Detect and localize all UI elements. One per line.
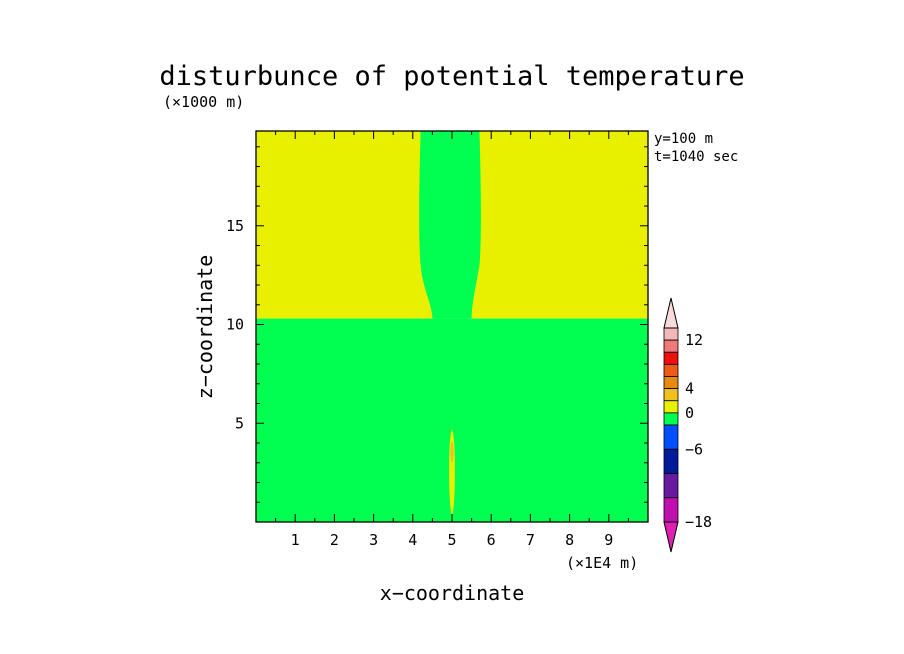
colorbar-segment	[663, 497, 679, 523]
colorbar-segment	[663, 448, 679, 474]
colorbar-label: 0	[685, 404, 694, 422]
colorbar-segment	[663, 376, 679, 390]
x-unit-label: (×1E4 m)	[566, 554, 638, 572]
colorbar-label: 12	[685, 331, 703, 349]
chart-title: disturbunce of potential temperature	[159, 61, 744, 92]
x-tick-label: 2	[330, 531, 339, 549]
colorbar: 12 4 0 −6 −18	[663, 297, 712, 553]
colorbar-segment	[663, 424, 679, 450]
y-tick-label: 10	[226, 316, 244, 334]
x-tick-label: 5	[447, 531, 456, 549]
colorbar-label: −18	[685, 513, 712, 531]
x-tick-label: 8	[565, 531, 574, 549]
colorbar-label: 4	[685, 380, 694, 398]
axes: 1 2 3 4 5 6 7 8 9 5 10 15	[226, 130, 649, 549]
colorbar-segment	[663, 327, 679, 341]
colorbar-label: −6	[685, 440, 703, 458]
colorbar-segment	[663, 400, 679, 414]
colorbar-segment	[663, 339, 679, 353]
colorbar-segment	[663, 388, 679, 402]
annotation-t: t=1040 sec	[654, 149, 738, 165]
colorbar-segment	[663, 412, 679, 426]
x-tick-label: 1	[291, 531, 300, 549]
upper-plume-region	[419, 131, 481, 319]
y-unit-label: (×1000 m)	[163, 93, 244, 111]
annotation-y: y=100 m	[654, 131, 713, 147]
x-tick-label: 3	[369, 531, 378, 549]
colorbar-segment	[663, 351, 679, 365]
colorbar-over-triangle	[663, 297, 679, 329]
plume-core-region	[450, 441, 454, 463]
y-tick-label: 5	[235, 414, 244, 432]
x-tick-label: 4	[408, 531, 417, 549]
x-tick-label: 9	[604, 531, 613, 549]
colorbar-segment	[663, 473, 679, 499]
y-tick-label: 15	[226, 217, 244, 235]
colorbar-segment	[663, 363, 679, 377]
plot-area	[256, 131, 648, 522]
x-axis-label: x−coordinate	[380, 581, 525, 605]
colorbar-under-triangle	[663, 521, 679, 553]
y-axis-label: z−coordinate	[193, 255, 217, 400]
x-tick-label: 7	[526, 531, 535, 549]
x-tick-label: 6	[487, 531, 496, 549]
